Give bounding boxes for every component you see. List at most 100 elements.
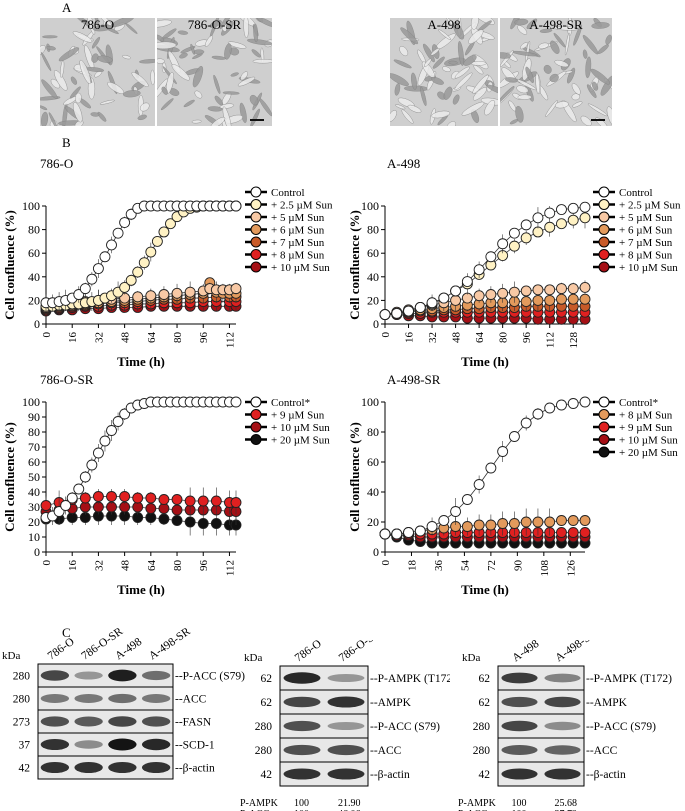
- cell: [484, 99, 496, 116]
- data-point: [544, 294, 556, 306]
- cell: [567, 67, 576, 84]
- data-point: [79, 283, 91, 295]
- x-tick-label: 32: [93, 332, 105, 343]
- x-tick-label: 16: [404, 332, 416, 344]
- cell: [526, 18, 538, 29]
- data-point: [579, 293, 591, 305]
- blot-band: [141, 716, 171, 727]
- data-point: [461, 292, 473, 304]
- legend-label: + 2.5 µM Sun: [271, 200, 333, 212]
- blot-band: [501, 768, 538, 780]
- data-point: [579, 396, 591, 408]
- cell: [463, 54, 477, 66]
- band-label: --ACC: [586, 745, 618, 757]
- x-tick-label: 90: [512, 560, 524, 572]
- x-tick-label: 54: [459, 560, 471, 572]
- data-point: [544, 207, 556, 219]
- data-point: [473, 479, 485, 490]
- x-tick-label: 112: [224, 560, 236, 576]
- data-point: [171, 287, 183, 299]
- blot-band: [283, 720, 321, 732]
- data-point: [391, 528, 403, 540]
- cell: [535, 72, 540, 95]
- x-tick-label: 112: [545, 332, 557, 348]
- series-0: [40, 396, 242, 525]
- y-tick-label: 20: [28, 293, 40, 307]
- cell: [110, 18, 134, 28]
- data-point: [508, 431, 520, 442]
- data-point: [230, 200, 242, 212]
- blot-band: [501, 745, 538, 755]
- kda-marker: 280: [255, 721, 273, 733]
- data-point: [132, 266, 144, 278]
- cell: [222, 91, 240, 95]
- data-point: [79, 471, 91, 483]
- scale-bar: [250, 119, 264, 121]
- cell: [430, 76, 444, 85]
- data-point: [106, 425, 117, 436]
- cell: [407, 104, 422, 113]
- cell: [157, 19, 172, 28]
- cell: [423, 58, 432, 68]
- cell: [571, 83, 581, 95]
- cell: [423, 43, 435, 63]
- x-tick-label: 16: [67, 332, 79, 344]
- data-point: [66, 492, 78, 504]
- cell: [543, 64, 552, 74]
- micrograph-label-a-498-sr: A-498-SR: [529, 17, 583, 32]
- data-point: [556, 204, 567, 215]
- legend-label: Control*: [271, 397, 310, 409]
- data-point: [461, 521, 473, 532]
- micrograph-label-786-o: 786-O: [80, 17, 115, 32]
- data-point: [112, 416, 124, 427]
- data-point: [99, 251, 111, 263]
- panel-label-b: B: [62, 135, 71, 150]
- kda-label: kDa: [462, 652, 480, 664]
- cell: [582, 34, 599, 55]
- lane-label: A-498-SR: [147, 628, 193, 662]
- blot-band: [40, 761, 70, 774]
- data-point: [379, 528, 391, 540]
- cell: [470, 18, 479, 30]
- data-point: [532, 284, 544, 296]
- data-point: [132, 492, 144, 504]
- data-point: [158, 503, 170, 514]
- y-tick-label: 10: [28, 530, 40, 544]
- cell: [97, 55, 113, 63]
- cell: [517, 25, 528, 35]
- legend-marker: [598, 249, 610, 260]
- x-tick-label: 80: [498, 332, 510, 344]
- y-tick-label: 50: [28, 470, 40, 484]
- cell: [554, 101, 569, 109]
- blot-band: [283, 744, 321, 756]
- blot-band: [544, 768, 581, 780]
- x-tick-label: 18: [406, 560, 418, 572]
- data-point: [112, 227, 124, 239]
- blot-band: [283, 672, 321, 684]
- cell: [587, 103, 608, 117]
- blot-band: [544, 745, 581, 755]
- cell: [591, 81, 599, 91]
- legend-label: + 8 µM Sun: [619, 410, 673, 422]
- legend-marker: [598, 224, 610, 235]
- y-tick-label: 70: [28, 440, 40, 454]
- cell: [41, 79, 58, 99]
- legend-marker: [598, 199, 610, 210]
- cell: [420, 86, 427, 107]
- quant-name: P-ACC: [240, 809, 270, 811]
- cell: [192, 65, 204, 88]
- band-label: --ACC: [175, 694, 207, 706]
- cell: [139, 59, 155, 64]
- data-point: [461, 494, 473, 505]
- x-tick-label: 16: [67, 560, 79, 572]
- cell: [452, 94, 460, 105]
- cell: [75, 92, 82, 104]
- data-point: [520, 296, 532, 308]
- cell: [41, 52, 52, 71]
- blot-band: [544, 696, 581, 708]
- blot-band: [108, 761, 137, 774]
- cell: [582, 49, 588, 59]
- cell: [585, 56, 592, 79]
